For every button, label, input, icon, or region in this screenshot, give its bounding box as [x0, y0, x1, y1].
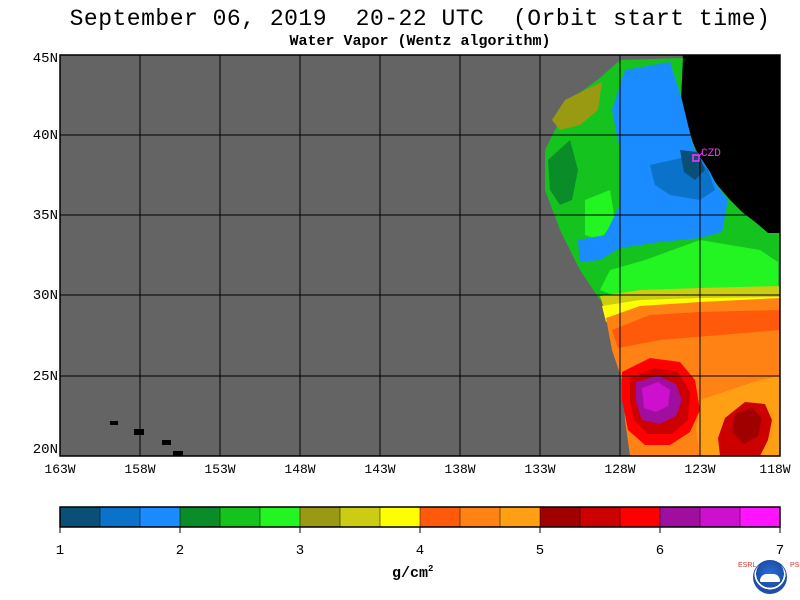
colorbar-unit-exponent: 2 [428, 564, 434, 574]
colorbar-label-7: 7 [775, 543, 785, 559]
colorbar-label-5: 5 [535, 543, 545, 559]
colorbar-segment [540, 507, 581, 527]
lon-label-118w: 118W [759, 462, 791, 477]
colorbar-label-4: 4 [415, 543, 425, 559]
colorbar-unit: g/cm2 [392, 564, 433, 582]
lat-label-45n: 45N [32, 51, 58, 67]
colorbar-segment [660, 507, 701, 527]
logo-right-letters: PSD [790, 562, 800, 569]
colorbar-segment [460, 507, 501, 527]
colorbar-segment [340, 507, 381, 527]
colorbar-segment [220, 507, 261, 527]
colorbar-segment [60, 507, 101, 527]
lon-label-123w: 123W [684, 462, 716, 477]
lat-label-35n: 35N [32, 208, 58, 224]
lat-label-30n: 30N [32, 288, 58, 304]
colorbar [60, 507, 781, 527]
colorbar-segment [260, 507, 301, 527]
station-label-czd: CZD [701, 148, 721, 160]
colorbar-segment [140, 507, 181, 527]
colorbar-label-1: 1 [55, 543, 65, 559]
colorbar-segment [700, 507, 741, 527]
colorbar-label-6: 6 [655, 543, 665, 559]
map-title: September 06, 2019 20-22 UTC (Orbit star… [69, 6, 771, 32]
lon-label-153w: 153W [204, 462, 236, 477]
colorbar-segment [380, 507, 421, 527]
lon-label-133w: 133W [524, 462, 556, 477]
station-marker-czd [692, 152, 703, 162]
noaa-logo: ESRL PSD [736, 558, 800, 600]
hawaii-islands [110, 421, 183, 456]
colorbar-label-2: 2 [175, 543, 185, 559]
colorbar-segment [420, 507, 461, 527]
land-area [680, 55, 780, 233]
lat-label-25n: 25N [32, 369, 58, 385]
lon-label-148w: 148W [284, 462, 316, 477]
colorbar-segment [100, 507, 141, 527]
lon-label-158w: 158W [124, 462, 156, 477]
colorbar-segment [500, 507, 541, 527]
logo-left-letters: ESRL [738, 562, 757, 569]
colorbar-label-3: 3 [295, 543, 305, 559]
map-frame [59, 54, 781, 457]
map-grid [60, 55, 780, 456]
lon-label-163w: 163W [44, 462, 76, 477]
colorbar-segment [180, 507, 221, 527]
colorbar-segment [620, 507, 661, 527]
lon-label-138w: 138W [444, 462, 476, 477]
colorbar-segment [740, 507, 781, 527]
colorbar-unit-text: g/cm [392, 565, 429, 582]
lon-label-128w: 128W [604, 462, 636, 477]
lat-label-40n: 40N [32, 128, 58, 144]
lat-label-20n: 20N [32, 442, 58, 458]
colorbar-segment [300, 507, 341, 527]
lon-label-143w: 143W [364, 462, 396, 477]
colorbar-ticks [59, 527, 781, 533]
map-subtitle: Water Vapor (Wentz algorithm) [289, 33, 551, 50]
water-vapor-swath [545, 58, 780, 456]
noaa-logo-icon [753, 560, 787, 594]
colorbar-segment [580, 507, 621, 527]
